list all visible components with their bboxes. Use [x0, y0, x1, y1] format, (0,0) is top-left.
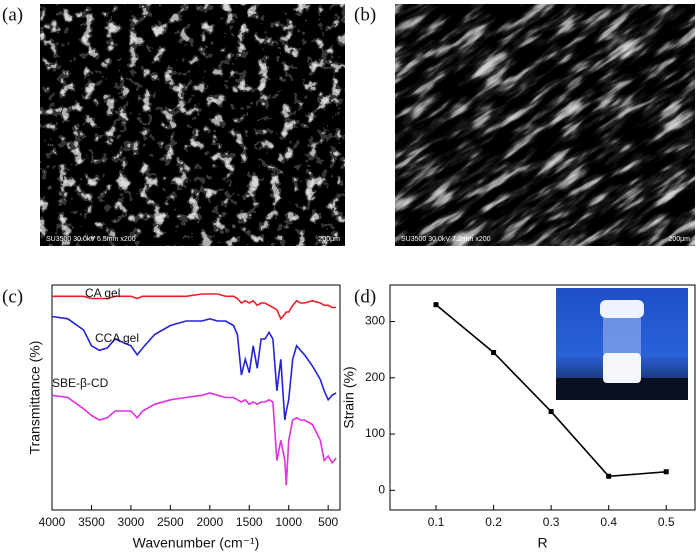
- x-axis-title: Wavenumber (cm⁻¹): [133, 535, 260, 551]
- panel-label: (c): [2, 286, 23, 307]
- data-marker: [491, 350, 497, 355]
- x-tick-label: 1000: [275, 515, 302, 529]
- panel-label: (b): [354, 4, 376, 25]
- image-info: SU3500 30.0kV 6.5mm x200: [46, 236, 136, 243]
- x-tick-label: 1500: [236, 515, 263, 529]
- sem-clip: [395, 4, 695, 246]
- image-scale: 200μm: [668, 236, 690, 243]
- data-marker: [606, 473, 612, 479]
- sem-image: SU3500 30.0kV 7.2mm x200 200μm: [395, 4, 695, 246]
- y-axis-title: Strain (%): [341, 366, 357, 428]
- x-tick-label: 0.3: [543, 515, 560, 529]
- inset-photo: [556, 288, 688, 400]
- spectrum-line: [51, 315, 337, 421]
- series-label: SBE-β-CD: [52, 376, 109, 390]
- y-tick-label: 200: [365, 370, 385, 384]
- x-tick-label: 4000: [39, 515, 66, 529]
- data-marker: [663, 469, 669, 475]
- x-tick-label: 3500: [78, 515, 105, 529]
- y-tick-label: 100: [365, 426, 385, 440]
- data-marker: [433, 302, 439, 308]
- x-tick-label: 0.1: [428, 515, 445, 529]
- x-tick-label: 2000: [196, 515, 223, 529]
- plot-frame: [389, 284, 696, 511]
- data-marker: [548, 409, 554, 415]
- spectrum-line: [51, 392, 337, 486]
- sem-image: SU3500 30.0kV 6.5mm x200 200μm: [40, 4, 345, 246]
- x-tick-label: 3000: [118, 515, 145, 529]
- panel-label: (d): [354, 286, 376, 307]
- x-tick-label: 0.2: [485, 515, 502, 529]
- x-axis-title: R: [537, 535, 547, 551]
- image-info: SU3500 30.0kV 7.2mm x200: [401, 236, 491, 243]
- plot-frame: [51, 284, 341, 511]
- y-tick-label: 0: [378, 482, 385, 496]
- series-label: CA gel: [85, 286, 120, 300]
- y-axis-title: Transmittance (%): [27, 341, 43, 455]
- x-tick-label: 2500: [157, 515, 184, 529]
- y-tick-label: 300: [365, 314, 385, 328]
- x-tick-label: 500: [318, 515, 338, 529]
- spectrum-line: [52, 293, 337, 321]
- panel-label: (a): [2, 4, 23, 25]
- series-label: CCA gel: [95, 331, 139, 345]
- x-tick-label: 0.4: [600, 515, 617, 529]
- image-scale: 200μm: [318, 236, 340, 243]
- x-tick-label: 0.5: [658, 515, 675, 529]
